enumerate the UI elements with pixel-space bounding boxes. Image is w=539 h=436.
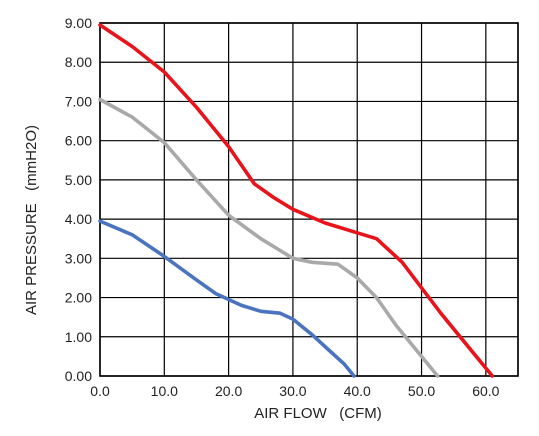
plot-frame	[99, 22, 519, 377]
x-tick-labels: 0.0 10.0 20.0 30.0 40.0 50.0 60.0	[90, 383, 499, 399]
y-tick-label: 4.00	[65, 211, 92, 227]
series-line-1	[98, 23, 495, 378]
y-tick-label: 9.00	[65, 15, 92, 31]
series-line-3	[98, 219, 356, 378]
x-tick-label: 20.0	[215, 383, 242, 399]
y-axis-title: AIR PRESSURE (mmH2O)	[23, 125, 40, 315]
data-series	[98, 23, 495, 378]
y-tick-label: 3.00	[65, 250, 92, 266]
x-tick-label: 30.0	[279, 383, 306, 399]
series-line-2	[98, 97, 440, 378]
y-tick-label: 6.00	[65, 133, 92, 149]
x-tick-label: 10.0	[151, 383, 178, 399]
x-tick-label: 0.0	[90, 383, 110, 399]
grid-lines	[99, 22, 519, 377]
x-axis-title: AIR FLOW (CFM)	[254, 405, 382, 422]
y-tick-label: 0.00	[65, 368, 92, 384]
x-tick-label: 60.0	[472, 383, 499, 399]
y-tick-label: 7.00	[65, 93, 92, 109]
y-tick-label: 1.00	[65, 329, 92, 345]
y-tick-labels: 0.00 1.00 2.00 3.00 4.00 5.00 6.00 7.00 8.00 9.00	[65, 15, 92, 384]
y-tick-label: 8.00	[65, 54, 92, 70]
x-tick-label: 50.0	[408, 383, 435, 399]
y-tick-label: 5.00	[65, 172, 92, 188]
x-tick-label: 40.0	[344, 383, 371, 399]
y-tick-label: 2.00	[65, 290, 92, 306]
